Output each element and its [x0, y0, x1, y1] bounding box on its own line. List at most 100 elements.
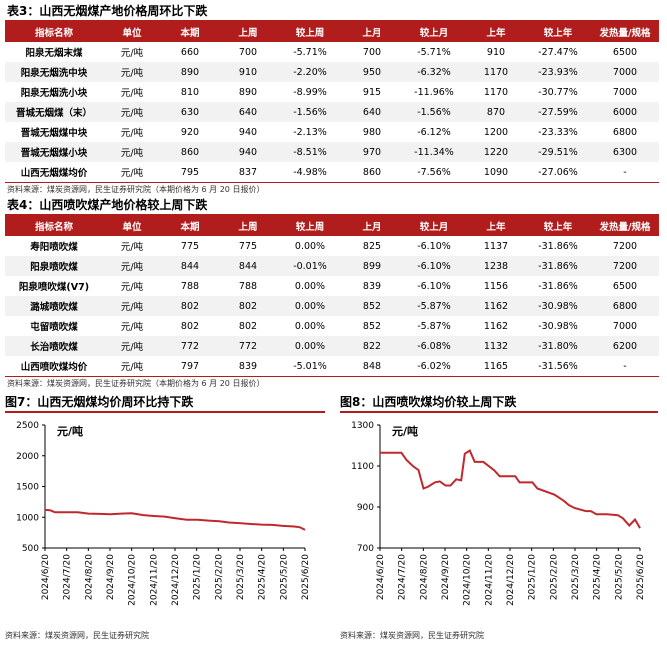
- table3-cell: 890: [238, 86, 258, 98]
- x-tick-label: 2025/1/20: [528, 554, 538, 600]
- table4-cell: 899: [362, 260, 382, 272]
- table3-cell: -30.77%: [538, 86, 578, 98]
- table4-cell: 772: [238, 340, 258, 352]
- x-tick-label: 2025/4/20: [258, 554, 268, 600]
- series-line: [380, 449, 641, 529]
- table4-cell: -: [623, 360, 627, 372]
- table4-cell: 0.00%: [294, 280, 326, 292]
- table3-cell: 1090: [483, 166, 509, 178]
- table4-header-cell: 较上年: [543, 222, 573, 233]
- y-tick-label: 500: [22, 544, 39, 554]
- table3-cell: -2.13%: [293, 126, 327, 138]
- x-tick-label: 2025/1/20: [193, 554, 203, 600]
- table4-cell: 元/吨: [120, 302, 144, 313]
- table3: 指标名称 单位 本期 上周 较上周 上月 较上月 上年 较上年 发热量/规格 阳泉无烟末煤 元/吨 6…: [5, 22, 659, 182]
- table4-cell: 848: [362, 360, 382, 372]
- table3-row: 阳泉无烟末煤 元/吨 660 700 -5.71% 700 -5.71% 910 -27.47%…: [5, 42, 659, 62]
- table3-header-cell: 较上月: [419, 28, 449, 39]
- table4-cell: 元/吨: [120, 262, 144, 273]
- y-tick-label: 1300: [351, 421, 374, 431]
- table3-cell: 910: [238, 66, 258, 78]
- table3-cell: 6500: [612, 46, 638, 58]
- table4-cell: 1137: [483, 240, 509, 252]
- x-tick-label: 2024/8/20: [419, 554, 429, 600]
- table4-cell: 7200: [612, 240, 638, 252]
- table3-cell: -5.71%: [293, 46, 327, 58]
- table3-cell: 元/吨: [120, 68, 144, 79]
- x-tick-label: 2024/6/20: [41, 554, 51, 600]
- table3-cell: 810: [180, 86, 200, 98]
- table4: 指标名称 单位 本期 上周 较上周 上月 较上月 上年 较上年 发热量/规格 寿阳喷吹煤 元/吨 77…: [5, 216, 659, 376]
- table3-header-cell: 较上周: [295, 28, 325, 39]
- table3-cell: 7000: [612, 86, 638, 98]
- table4-cell: 1132: [483, 340, 509, 352]
- table3-cell: 1170: [483, 66, 509, 78]
- table3-cell: -23.33%: [538, 126, 578, 138]
- table4-row: 阳泉喷吹煤(V7) 元/吨 788 788 0.00% 839 -6.10% 1156 -31.…: [5, 276, 659, 296]
- table3-header-cell: 发热量/规格: [599, 28, 651, 39]
- y-axis-label: 元/吨: [57, 424, 83, 438]
- table4-cell: -31.86%: [538, 260, 578, 272]
- x-tick-label: 2025/2/20: [214, 554, 224, 600]
- table3-cell: 860: [180, 146, 200, 158]
- table4-cell: -5.01%: [293, 360, 327, 372]
- table4-title: 表4：山西喷吹煤产地价格较上周下跌: [5, 196, 659, 216]
- table3-cell: 950: [362, 66, 382, 78]
- table4-cell: 802: [238, 300, 258, 312]
- chart7: 2500 2000 1500 1000 500 元/吨 2024/6/20 2024/7/20…: [16, 421, 311, 606]
- table3-cell: 晋城无烟煤中块: [20, 128, 88, 139]
- table3-cell: 元/吨: [120, 128, 144, 139]
- table4-cell: -30.98%: [538, 320, 578, 332]
- table4-header-cell: 上年: [486, 222, 506, 233]
- table4-cell: 788: [238, 280, 258, 292]
- table3-cell: -: [623, 166, 627, 178]
- table3-header-cell: 指标名称: [34, 28, 73, 39]
- table4-cell: 775: [238, 240, 258, 252]
- table4-cell: 1238: [483, 260, 509, 272]
- table4-cell: 0.00%: [294, 320, 326, 332]
- y-tick-label: 1500: [16, 483, 39, 493]
- table4-header-cell: 发热量/规格: [599, 222, 651, 233]
- table4-cell: 797: [180, 360, 200, 372]
- table3-cell: -6.32%: [417, 66, 451, 78]
- table4-cell: 元/吨: [120, 322, 144, 333]
- table3-block: 表3：山西无烟煤产地价格周环比下跌 指标名称 单位 本期 上周 较上周 上月 较上月 上年 较上…: [5, 2, 659, 197]
- table4-cell: 7000: [612, 320, 638, 332]
- table4-cell: 1156: [483, 280, 509, 292]
- table3-cell: 640: [362, 106, 382, 118]
- table3-cell: 6300: [612, 146, 638, 158]
- table3-cell: 915: [362, 86, 382, 98]
- table4-header-cell: 较上周: [295, 222, 325, 233]
- table3-cell: 6800: [612, 126, 638, 138]
- table3-source: 资料来源：煤炭资源网，民生证券研究院（本期价格为 6 月 20 日报价）: [5, 182, 659, 197]
- table3-cell: -11.34%: [414, 146, 454, 158]
- table4-cell: 元/吨: [120, 242, 144, 253]
- table3-cell: 630: [180, 106, 200, 118]
- table4-cell: -0.01%: [293, 260, 327, 272]
- table4-header-cell: 上周: [238, 222, 258, 233]
- table4-header-cell: 上月: [362, 222, 382, 233]
- table3-cell: 元/吨: [120, 48, 144, 59]
- table3-cell: -8.99%: [293, 86, 327, 98]
- table4-row: 阳泉喷吹煤 元/吨 844 844 -0.01% 899 -6.10% 1238 -31.86%…: [5, 256, 659, 276]
- table4-cell: 0.00%: [294, 300, 326, 312]
- table3-cell: 837: [238, 166, 258, 178]
- table3-cell: -27.06%: [538, 166, 578, 178]
- table4-cell: 822: [362, 340, 382, 352]
- table3-cell: 晋城无烟煤（末）: [15, 108, 92, 119]
- table4-cell: 825: [362, 240, 382, 252]
- table3-row: 山西无烟煤均价 元/吨 795 837 -4.98% 860 -7.56% 1090 -27.0…: [5, 162, 659, 182]
- x-tick-label: 2025/4/20: [593, 554, 603, 600]
- table4-cell: 788: [180, 280, 200, 292]
- table4-cell: -30.98%: [538, 300, 578, 312]
- table4-cell: 802: [180, 320, 200, 332]
- table4-cell: 839: [362, 280, 382, 292]
- table3-cell: -5.71%: [417, 46, 451, 58]
- table3-cell: -6.12%: [417, 126, 451, 138]
- x-tick-label: 2025/3/20: [236, 554, 246, 600]
- chart8: 1300 1100 900 700 元/吨 2024/6/20 2024/7/20 2024/…: [351, 421, 646, 606]
- table3-cell: 860: [362, 166, 382, 178]
- table3-header-cell: 上年: [486, 28, 506, 39]
- table4-cell: 6500: [612, 280, 638, 292]
- table3-cell: 7000: [612, 66, 638, 78]
